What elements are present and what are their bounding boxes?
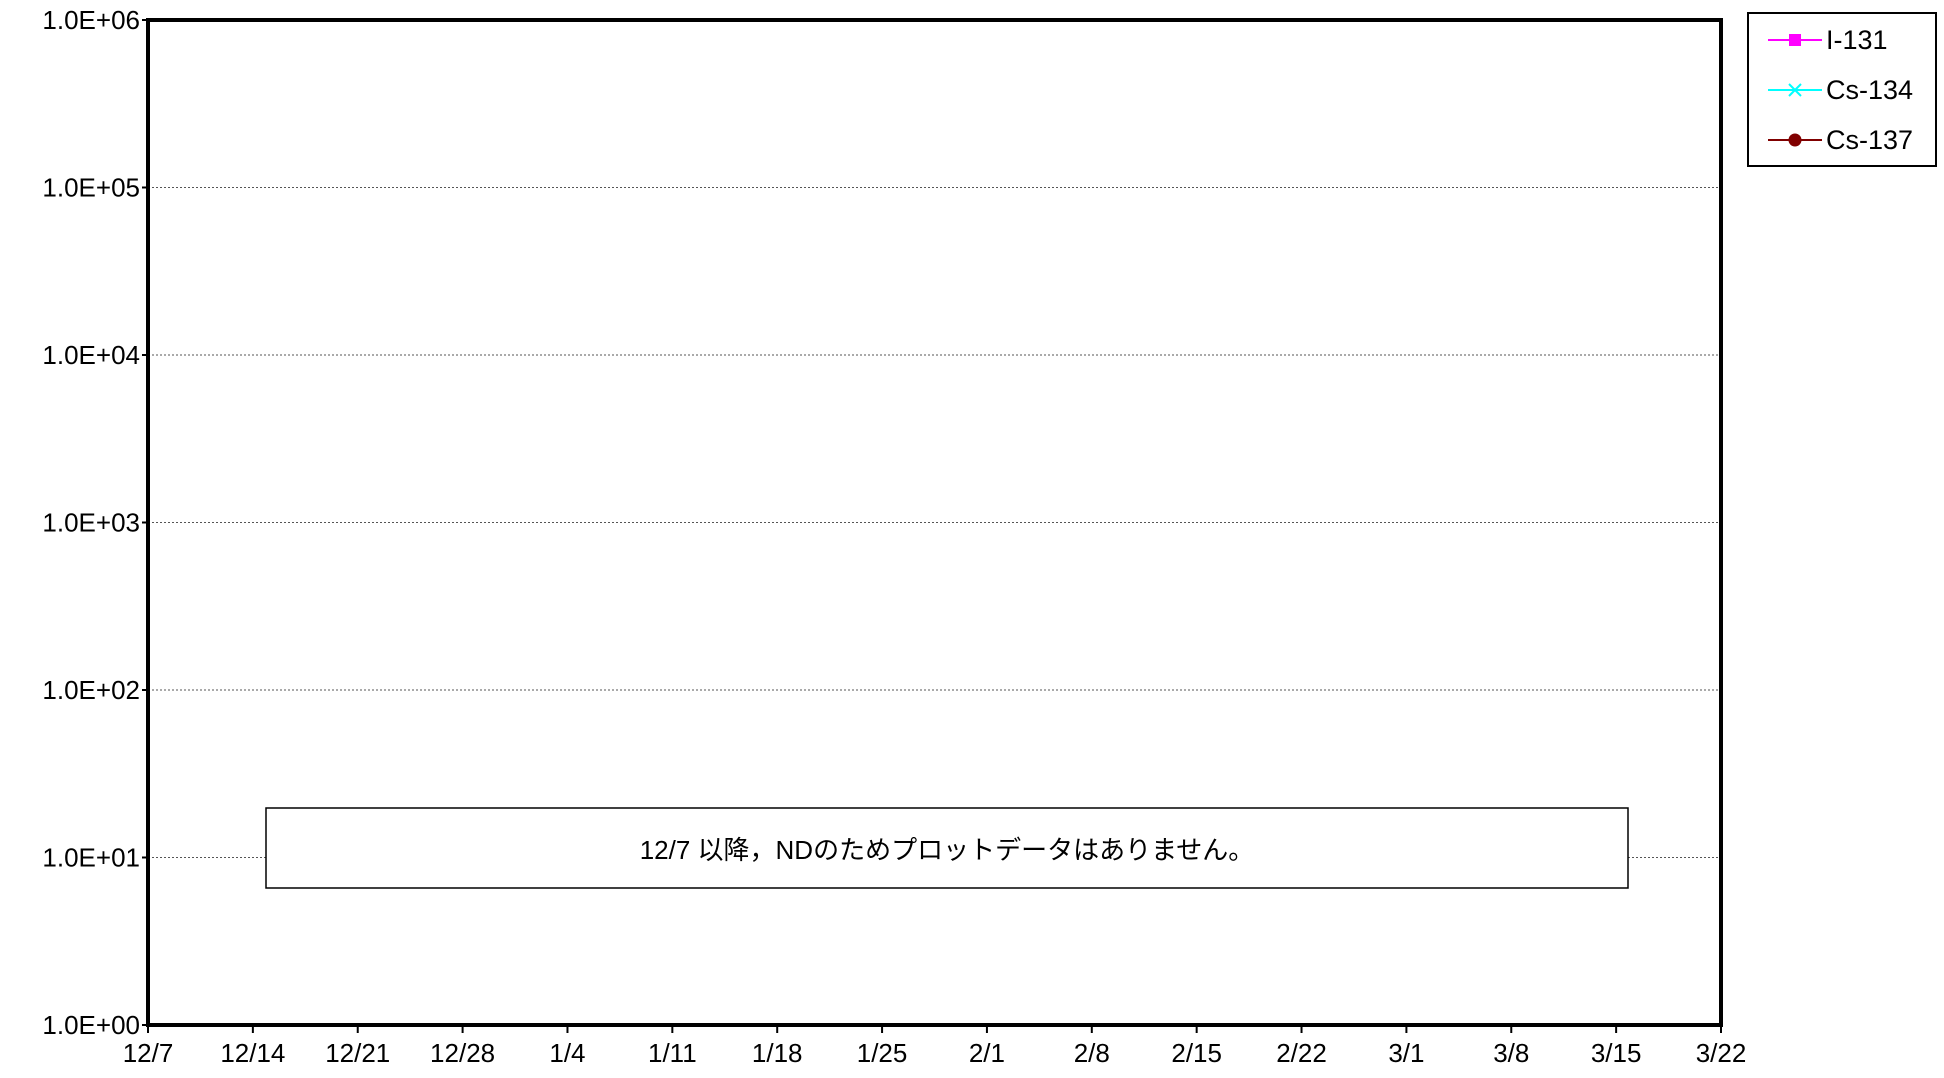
x-axis-tick-labels: 12/7 12/14 12/21 12/28 1/4 1/11 1/18 1/25 2/1 2/8… <box>123 1025 1747 1068</box>
x-tick-label: 12/14 <box>220 1038 285 1068</box>
x-tick-label: 3/1 <box>1388 1038 1424 1068</box>
annotation-box: 12/7 以降，NDのためプロットデータはありません。 <box>265 807 1629 889</box>
y-axis-tick-labels: 1.0E+00 1.0E+01 1.0E+02 1.0E+03 1.0E+04 1.0E+… <box>42 5 148 1040</box>
gridlines <box>148 187 1721 858</box>
annotation-frame <box>265 807 1629 889</box>
x-tick-label: 12/28 <box>430 1038 495 1068</box>
legend-label: I-131 <box>1826 25 1888 55</box>
legend-square-marker <box>1789 34 1801 46</box>
y-tick-label: 1.0E+04 <box>42 340 140 370</box>
annotation-text: 12/7 以降，NDのためプロットデータはありません。 <box>640 835 1255 865</box>
legend-item: I-131 <box>1768 25 1888 55</box>
y-tick-label: 1.0E+03 <box>42 508 140 538</box>
legend-item: Cs-137 <box>1768 125 1913 155</box>
y-tick-label: 1.0E+06 <box>42 5 140 35</box>
x-tick-label: 1/18 <box>752 1038 803 1068</box>
y-tick-label: 1.0E+02 <box>42 675 140 705</box>
legend: I-131 Cs-134 Cs-137 <box>1747 12 1937 167</box>
x-tick-label: 2/15 <box>1171 1038 1222 1068</box>
x-tick-label: 3/22 <box>1696 1038 1747 1068</box>
y-tick-label: 1.0E+00 <box>42 1010 140 1040</box>
x-tick-label: 2/22 <box>1276 1038 1327 1068</box>
x-tick-label: 3/15 <box>1591 1038 1642 1068</box>
x-tick-label: 2/1 <box>969 1038 1005 1068</box>
x-tick-label: 1/4 <box>549 1038 585 1068</box>
legend-label: Cs-134 <box>1826 75 1913 105</box>
x-tick-label: 12/7 <box>123 1038 174 1068</box>
legend-circle-marker <box>1788 133 1802 147</box>
plot-area-border <box>146 18 1723 1027</box>
x-tick-label: 1/11 <box>648 1038 697 1068</box>
legend-x-marker <box>1788 83 1802 97</box>
x-tick-label: 1/25 <box>857 1038 908 1068</box>
x-tick-label: 3/8 <box>1493 1038 1529 1068</box>
legend-label: Cs-137 <box>1826 125 1913 155</box>
x-tick-label: 12/21 <box>325 1038 390 1068</box>
x-tick-label: 2/8 <box>1074 1038 1110 1068</box>
y-tick-label: 1.0E+01 <box>42 843 140 873</box>
y-tick-label: 1.0E+05 <box>42 173 140 203</box>
legend-item: Cs-134 <box>1768 75 1913 105</box>
